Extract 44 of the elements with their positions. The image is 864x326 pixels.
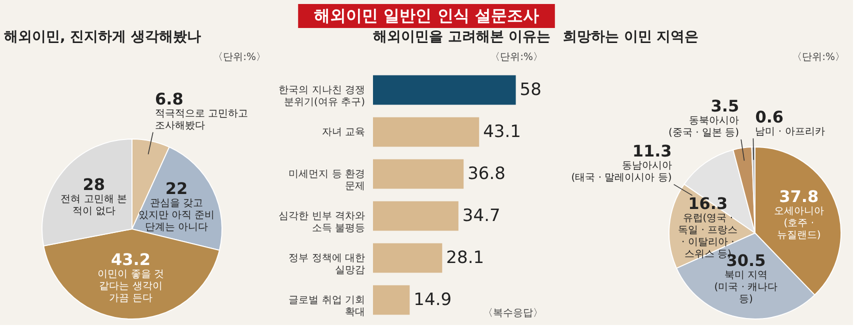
slice-label: 동북아시아 (중국 · 일본 등) (668, 115, 740, 138)
chart-title: 희망하는 이민 지역은 (563, 29, 699, 45)
text: 〈단위:%〉 (213, 52, 266, 63)
data-label: 14.9 (414, 290, 452, 310)
bar (373, 285, 410, 315)
slice-label: 동남아시아 (태국 · 말레이시아 등) (571, 160, 672, 184)
text: 해외이민 일반인 인식 설문조사 (314, 6, 539, 25)
annotation: 〈복수응답〉 (483, 308, 543, 319)
y-tick-label: 한국의 지나친 경쟁 분위기(여유 추구) (278, 85, 366, 108)
data-label: 58 (520, 80, 542, 100)
data-label: 37.8 (779, 186, 819, 206)
y-tick-label: 심각한 빈부 격차와 소득 불평등 (278, 211, 365, 234)
data-label: 43.2 (111, 250, 150, 269)
bar (373, 243, 442, 273)
slice-label: 북미 지역 (미국 · 캐나다 등) (714, 270, 778, 305)
data-label: 28.1 (446, 248, 484, 268)
slice-label: 적극적으로 고민하고 조사해봤다 (154, 108, 248, 132)
data-label: 28 (82, 174, 105, 194)
text: 〈단위:%〉 (792, 52, 845, 63)
slice-label: 전혀 고민해 본 적이 없다 (60, 194, 128, 217)
data-label: 43.1 (483, 122, 521, 142)
data-label: 22 (165, 178, 188, 198)
slice-label: 남미 · 아프리카 (755, 126, 825, 138)
chart-title: 해외이민을 고려해본 이유는 (373, 29, 551, 45)
data-label: 34.7 (462, 206, 500, 226)
data-label: 0.6 (755, 107, 784, 126)
data-label: 11.3 (632, 141, 672, 160)
bar (373, 201, 458, 231)
bar (373, 159, 464, 189)
bar (373, 117, 480, 147)
y-tick-label: 글로벌 취업 기회 확대 (288, 295, 365, 318)
data-label: 3.5 (710, 96, 740, 116)
y-tick-label: 미세먼지 등 환경 문제 (288, 169, 365, 192)
chart-title: 해외이민, 진지하게 생각해봤나 (4, 29, 202, 45)
slice-label: 오세아니아 (호주 · 뉴질랜드) (774, 206, 824, 241)
slice-label: 이민이 좋을 것 같다는 생각이 가끔 든다 (98, 268, 164, 304)
data-label: 16.3 (688, 194, 728, 214)
data-label: 36.8 (468, 164, 506, 184)
text: 〈단위:%〉 (490, 52, 543, 63)
data-label: 6.8 (154, 89, 184, 108)
bar (373, 75, 516, 105)
y-tick-label: 정부 정책에 대한 실망감 (288, 253, 365, 276)
slice-label: 관심을 갖고 있지만 아직 준비 단계는 아니다 (138, 198, 215, 233)
y-tick-label: 자녀 교육 (322, 127, 365, 138)
